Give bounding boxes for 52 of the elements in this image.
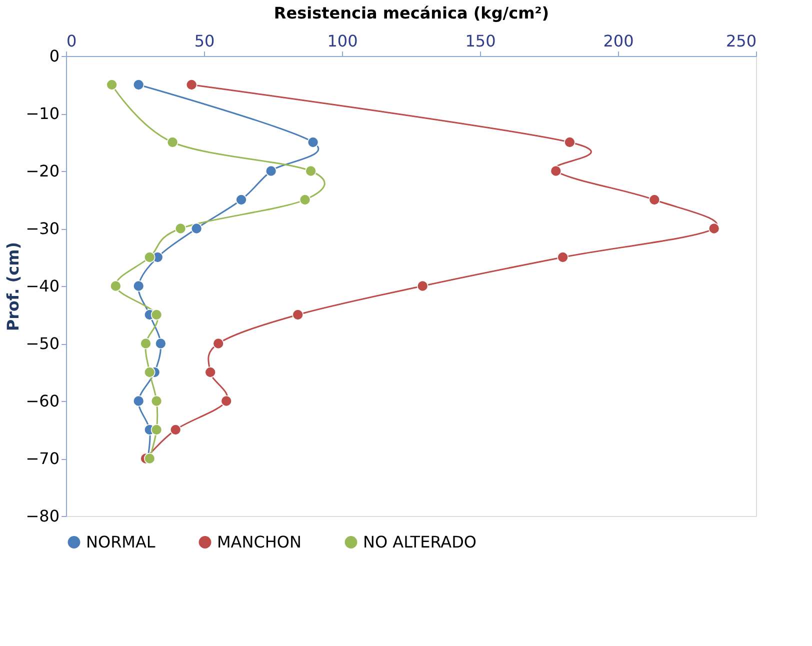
y-tick-label: −20 — [26, 162, 60, 180]
point — [564, 136, 576, 148]
y-tick-label: −60 — [26, 392, 60, 410]
point — [416, 280, 428, 292]
point — [150, 309, 162, 320]
x-tick-label: 100 — [327, 32, 358, 50]
point — [140, 338, 152, 350]
point — [220, 395, 232, 407]
point — [150, 395, 162, 407]
x-tick-label: 150 — [465, 32, 496, 50]
y-tick-label: −50 — [26, 334, 60, 353]
y-tick-label: 0 — [49, 46, 60, 66]
point — [155, 338, 166, 350]
y-tick-label: −70 — [26, 449, 60, 468]
point — [299, 194, 311, 206]
point — [132, 395, 144, 407]
point — [557, 252, 568, 263]
legend-label: MANCHON — [217, 532, 302, 552]
x-tick-label: 200 — [603, 32, 634, 50]
x-tick-label: 50 — [194, 32, 215, 50]
point — [648, 194, 660, 206]
y-tick-label: −10 — [26, 104, 60, 123]
x-tick-label: 0 — [66, 32, 77, 50]
point — [307, 136, 319, 148]
point — [550, 165, 562, 177]
point — [212, 338, 224, 350]
point — [150, 424, 162, 436]
point — [174, 222, 186, 234]
point — [186, 79, 198, 90]
x-tick-label: 250 — [726, 32, 756, 50]
y-axis-title: Prof. (cm) — [4, 242, 23, 332]
x-axis-title: Resistencia mecánica (kg/cm²) — [274, 4, 550, 22]
y-tick-label: −40 — [26, 276, 60, 296]
point — [106, 79, 118, 90]
point — [305, 165, 316, 177]
legend-label: NO ALTERADO — [363, 532, 477, 552]
point — [204, 366, 216, 378]
point — [166, 136, 178, 148]
y-tick-label: −80 — [26, 506, 60, 526]
point — [144, 366, 156, 378]
point — [190, 222, 202, 234]
point — [708, 222, 720, 234]
legend-label: NORMAL — [86, 532, 156, 552]
point — [265, 165, 277, 177]
point — [132, 280, 144, 292]
point — [144, 252, 156, 263]
point — [170, 424, 182, 436]
point — [132, 79, 144, 90]
y-tick-label: −30 — [26, 219, 60, 238]
point — [236, 194, 247, 206]
point — [110, 280, 122, 292]
point — [292, 309, 304, 320]
